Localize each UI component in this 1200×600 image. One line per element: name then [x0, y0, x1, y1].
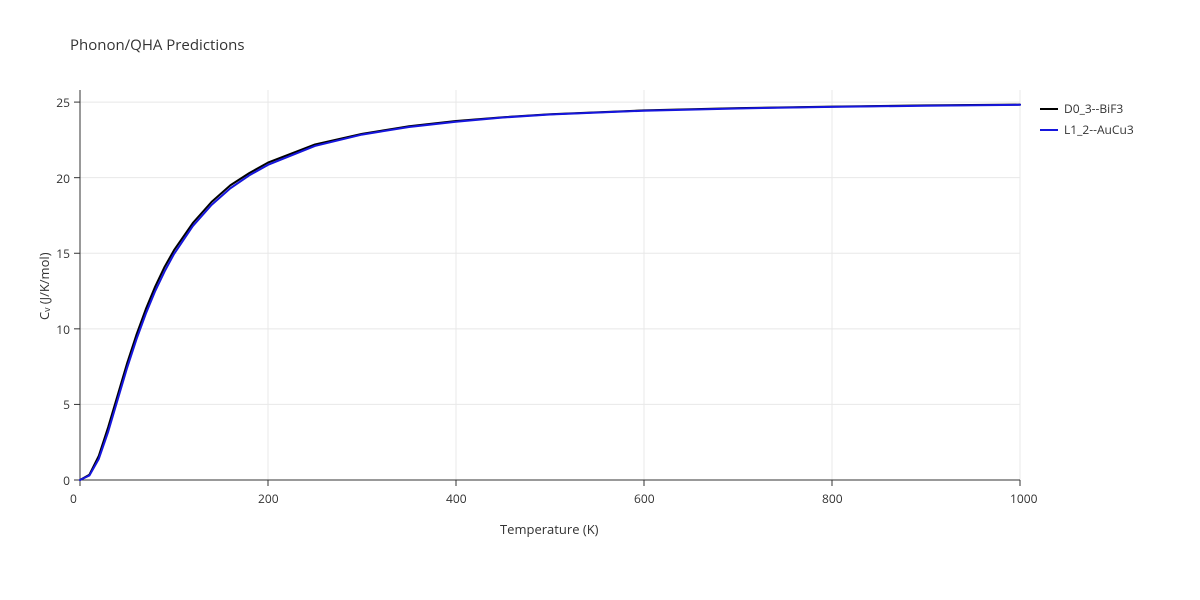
chart-container: Phonon/QHA Predictions Cᵥ (J/K/mol) Temp…	[0, 0, 1200, 600]
y-tick-label: 10	[40, 321, 70, 338]
y-tick-label: 0	[40, 472, 70, 489]
legend-item[interactable]: D0_3--BiF3	[1040, 100, 1134, 117]
legend-swatch	[1040, 129, 1058, 131]
y-tick-label: 25	[40, 94, 70, 111]
x-tick-label: 0	[70, 490, 77, 507]
y-tick-label: 5	[40, 396, 70, 413]
legend-label: D0_3--BiF3	[1064, 100, 1123, 117]
x-tick-label: 600	[634, 490, 655, 507]
x-axis-label: Temperature (K)	[500, 520, 599, 538]
y-tick-label: 20	[40, 170, 70, 187]
series-line	[80, 105, 1020, 480]
y-axis-label: Cᵥ (J/K/mol)	[35, 252, 53, 320]
legend: D0_3--BiF3 L1_2--AuCu3	[1040, 100, 1134, 142]
legend-item[interactable]: L1_2--AuCu3	[1040, 121, 1134, 138]
x-tick-label: 800	[822, 490, 843, 507]
x-tick-label: 400	[446, 490, 467, 507]
plot-area	[0, 0, 1200, 600]
legend-label: L1_2--AuCu3	[1064, 121, 1134, 138]
legend-swatch	[1040, 108, 1058, 110]
x-tick-label: 200	[258, 490, 279, 507]
chart-title: Phonon/QHA Predictions	[70, 35, 245, 55]
series-line	[80, 105, 1020, 480]
x-tick-label: 1000	[1010, 490, 1037, 507]
y-tick-label: 15	[40, 245, 70, 262]
